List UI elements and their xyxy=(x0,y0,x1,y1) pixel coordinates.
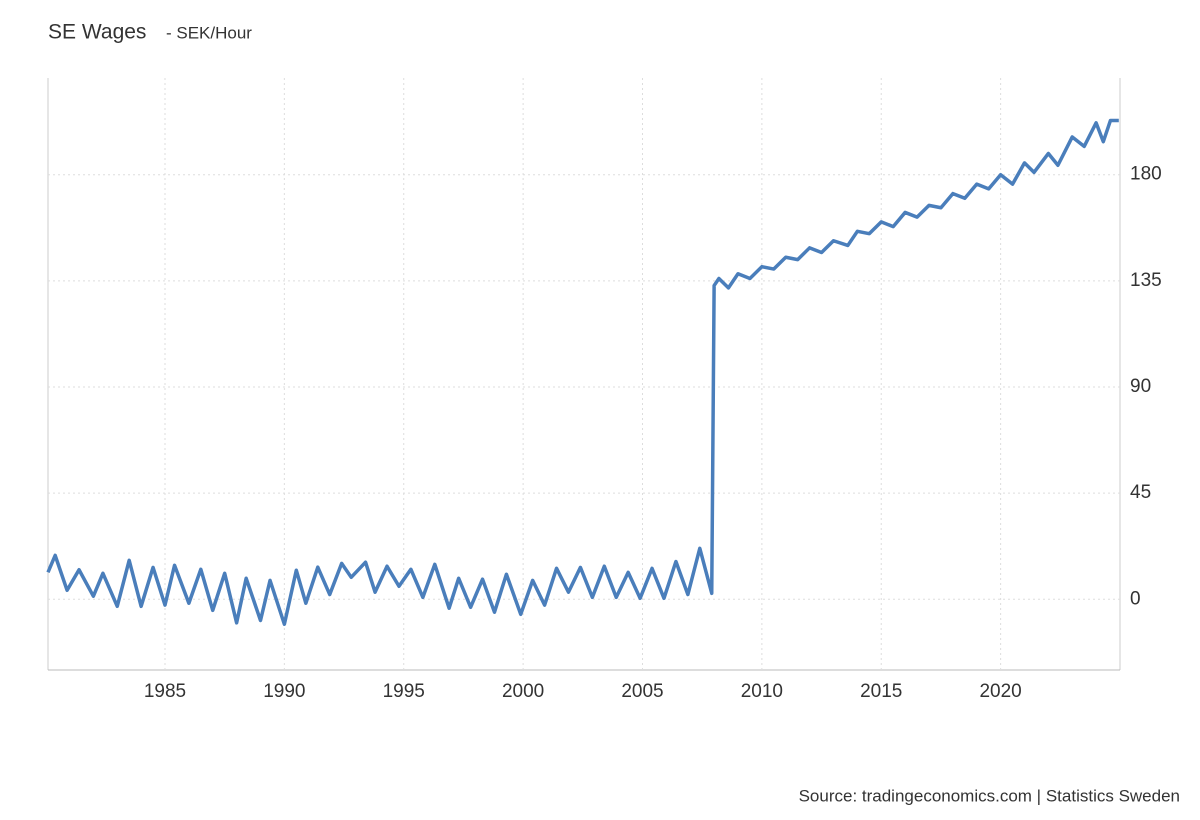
y-tick-label: 135 xyxy=(1130,270,1162,291)
x-tick-label: 1995 xyxy=(383,681,425,702)
source: Source: tradingeconomics.com | Statistic… xyxy=(799,786,1180,805)
x-tick-label: 1985 xyxy=(144,681,186,702)
y-tick-label: 90 xyxy=(1130,376,1151,397)
y-tick-label: 0 xyxy=(1130,588,1141,609)
y-tick-label: 45 xyxy=(1130,482,1151,503)
x-tick-label: 2010 xyxy=(741,681,783,702)
x-tick-label: 2015 xyxy=(860,681,902,702)
x-tick-label: 2005 xyxy=(621,681,663,702)
y-tick-label: 180 xyxy=(1130,164,1162,185)
x-tick-label: 2020 xyxy=(979,681,1021,702)
chart-title: SE Wages xyxy=(48,21,146,44)
x-tick-label: 1990 xyxy=(263,681,305,702)
x-tick-label: 2000 xyxy=(502,681,544,702)
data-line xyxy=(46,118,1119,626)
chart-subtitle: - SEK/Hour xyxy=(166,23,252,42)
